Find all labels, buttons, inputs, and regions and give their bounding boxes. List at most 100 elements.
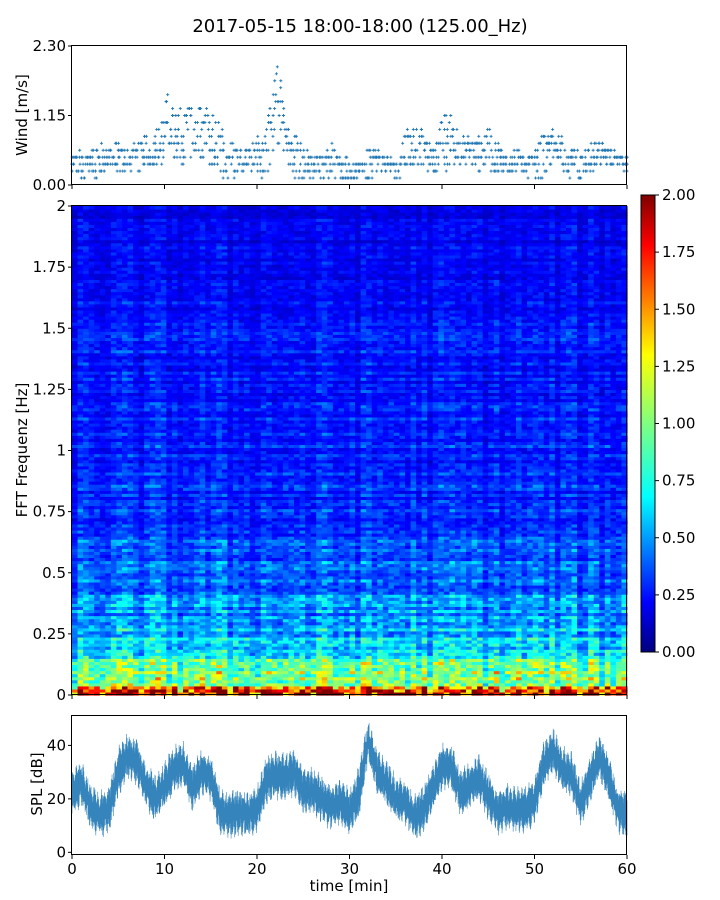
wind-point <box>325 169 329 173</box>
wind-point <box>153 141 157 145</box>
wind-point <box>600 141 604 145</box>
wind-point <box>175 134 179 138</box>
wind-point <box>118 155 122 159</box>
wind-point <box>485 134 489 138</box>
wind-point <box>189 155 193 159</box>
wind-point <box>176 127 180 131</box>
wind-point <box>249 155 253 159</box>
wind-point <box>477 134 481 138</box>
wind-point <box>238 155 242 159</box>
wind-point <box>75 155 79 159</box>
wind-point <box>138 169 142 173</box>
wind-point <box>115 162 119 166</box>
wind-point <box>296 148 300 152</box>
wind-point <box>562 169 566 173</box>
wind-point <box>333 176 337 180</box>
wind-point <box>329 155 333 159</box>
wind-point <box>271 134 275 138</box>
wind-point <box>297 176 301 180</box>
wind-point <box>472 148 476 152</box>
wind-point <box>164 100 168 104</box>
wind-point <box>608 155 612 159</box>
wind-point <box>512 148 516 152</box>
wind-point <box>251 141 255 145</box>
wind-point <box>267 114 271 117</box>
wind-point <box>273 79 277 83</box>
wind-point <box>279 79 283 83</box>
wind-point <box>497 169 501 173</box>
wind-point <box>414 127 418 131</box>
wind-point <box>409 134 413 138</box>
wind-point <box>249 169 253 173</box>
wind-point <box>219 169 223 173</box>
wind-point <box>142 162 146 166</box>
wind-point <box>129 162 133 166</box>
wind-point <box>152 162 156 166</box>
wind-point <box>389 169 393 173</box>
wind-point <box>441 141 445 145</box>
wind-point <box>241 169 245 173</box>
wind-point <box>410 141 414 145</box>
wind-point <box>226 176 230 180</box>
wind-point <box>140 141 144 145</box>
wind-point <box>566 162 570 166</box>
wind-point <box>463 141 467 145</box>
wind-point <box>271 114 275 117</box>
wind-point <box>421 162 425 166</box>
wind-point <box>445 134 449 138</box>
wind-point <box>452 162 456 166</box>
wind-point <box>443 162 447 166</box>
wind-point <box>488 127 492 131</box>
wind-point <box>161 155 165 159</box>
wind-point <box>541 162 545 166</box>
wind-point <box>586 148 590 152</box>
wind-point <box>78 162 82 166</box>
wind-point <box>213 162 217 166</box>
wind-point <box>110 162 114 166</box>
wind-point <box>412 134 416 138</box>
wind-point <box>370 176 374 180</box>
wind-point <box>254 155 258 159</box>
wind-point <box>214 141 218 145</box>
wind-point <box>206 114 210 117</box>
wind-point <box>398 176 402 180</box>
wind-point <box>305 148 309 152</box>
wind-point <box>81 155 85 159</box>
wind-point <box>243 155 247 159</box>
wind-point <box>327 176 331 180</box>
wind-point <box>157 127 161 131</box>
wind-point <box>432 155 436 159</box>
wind-point <box>169 141 173 145</box>
wind-point <box>230 155 234 159</box>
wind-point <box>271 148 275 152</box>
wind-point <box>123 148 127 152</box>
wind-point <box>93 162 97 166</box>
wind-point <box>362 169 366 173</box>
wind-point <box>526 176 530 180</box>
wind-point <box>290 141 294 145</box>
wind-point <box>493 141 497 145</box>
wind-point <box>308 176 312 180</box>
wind-point <box>147 148 151 152</box>
wind-point <box>189 107 193 111</box>
wind-point <box>269 127 273 131</box>
wind-point <box>160 134 164 138</box>
wind-point <box>560 134 564 138</box>
wind-point <box>418 155 422 159</box>
wind-point <box>458 162 462 166</box>
wind-point <box>172 141 176 145</box>
wind-point <box>415 148 419 152</box>
wind-point <box>559 148 563 152</box>
wind-point <box>263 169 267 173</box>
wind-point <box>209 134 213 138</box>
wind-point <box>330 141 334 145</box>
wind-point <box>135 155 139 159</box>
wind-point <box>427 155 431 159</box>
wind-point <box>376 148 380 152</box>
wind-point <box>302 155 306 159</box>
wind-point <box>517 148 521 152</box>
wind-point <box>229 162 233 166</box>
wind-point <box>189 114 193 117</box>
wind-point <box>166 93 170 97</box>
